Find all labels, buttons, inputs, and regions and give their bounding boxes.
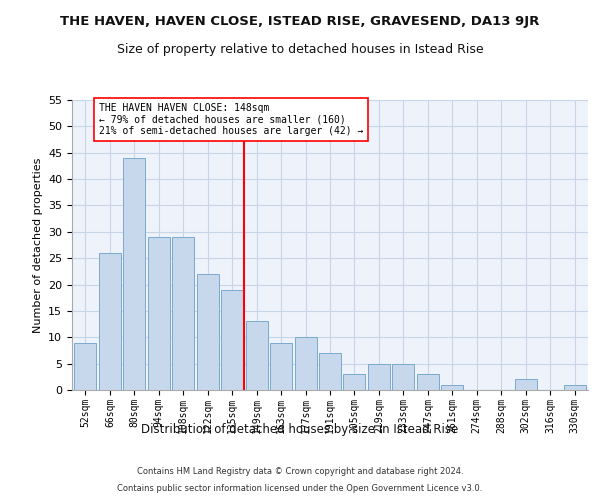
Text: Contains public sector information licensed under the Open Government Licence v3: Contains public sector information licen… — [118, 484, 482, 493]
Bar — [343, 374, 365, 390]
Bar — [197, 274, 219, 390]
Bar — [270, 342, 292, 390]
Bar — [221, 290, 243, 390]
Bar — [441, 384, 463, 390]
Bar — [295, 338, 317, 390]
Bar — [148, 237, 170, 390]
Text: Size of property relative to detached houses in Istead Rise: Size of property relative to detached ho… — [116, 42, 484, 56]
Bar — [417, 374, 439, 390]
Bar — [515, 380, 536, 390]
Bar — [245, 322, 268, 390]
Bar — [124, 158, 145, 390]
Bar — [74, 342, 97, 390]
Bar — [172, 237, 194, 390]
Y-axis label: Number of detached properties: Number of detached properties — [32, 158, 43, 332]
Bar — [368, 364, 390, 390]
Bar — [99, 253, 121, 390]
Bar — [563, 384, 586, 390]
Text: THE HAVEN HAVEN CLOSE: 148sqm
← 79% of detached houses are smaller (160)
21% of : THE HAVEN HAVEN CLOSE: 148sqm ← 79% of d… — [99, 102, 363, 136]
Bar — [392, 364, 415, 390]
Text: Distribution of detached houses by size in Istead Rise: Distribution of detached houses by size … — [142, 422, 458, 436]
Text: Contains HM Land Registry data © Crown copyright and database right 2024.: Contains HM Land Registry data © Crown c… — [137, 468, 463, 476]
Text: THE HAVEN, HAVEN CLOSE, ISTEAD RISE, GRAVESEND, DA13 9JR: THE HAVEN, HAVEN CLOSE, ISTEAD RISE, GRA… — [61, 15, 539, 28]
Bar — [319, 353, 341, 390]
